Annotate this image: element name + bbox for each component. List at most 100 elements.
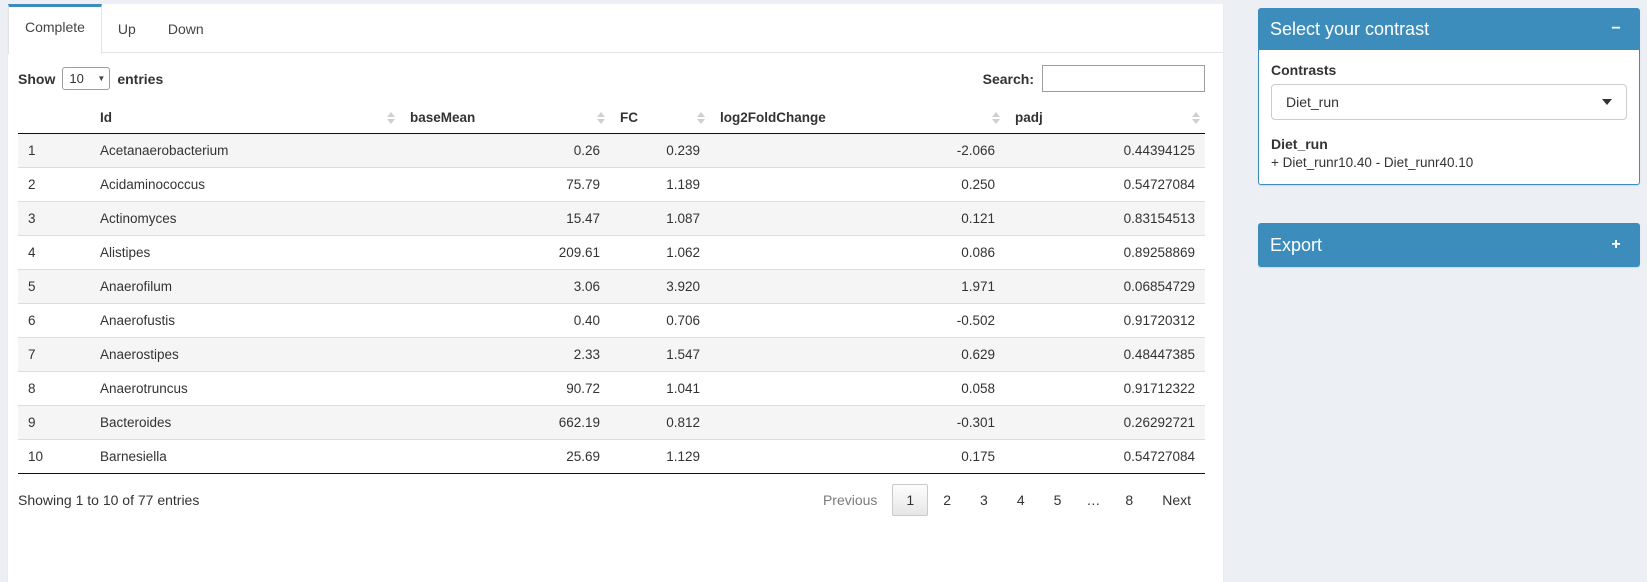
cell-rownum: 6 [28, 313, 36, 328]
cell-fc: 0.812 [666, 415, 700, 430]
cell-basemean: 0.26 [573, 143, 600, 158]
table-header-row: Id baseMean FC log2FoldChange padj [18, 102, 1205, 134]
cell-id: Alistipes [100, 245, 151, 260]
export-box-header: Export + [1258, 223, 1640, 267]
cell-log2foldchange: 0.250 [961, 177, 995, 192]
header-log2foldchange[interactable]: log2FoldChange [710, 102, 1005, 134]
export-box: Export + [1258, 223, 1640, 267]
pagination-next[interactable]: Next [1162, 492, 1191, 508]
show-label: Show [18, 70, 56, 87]
cell-basemean: 209.61 [558, 245, 600, 260]
tab-down[interactable]: Down [167, 21, 204, 37]
results-panel: Complete Up Down Show 10 ▼ entries Searc… [8, 4, 1223, 582]
search-input[interactable] [1042, 65, 1205, 92]
pagination-page-1[interactable]: 1 [892, 484, 929, 516]
header-id-label: Id [100, 110, 112, 125]
tab-complete[interactable]: Complete [8, 4, 102, 54]
cell-rownum: 7 [28, 347, 36, 362]
table-footer: Showing 1 to 10 of 77 entries Previous 1… [18, 484, 1205, 516]
search-control: Search: [983, 65, 1205, 92]
page-length-select[interactable]: 10 ▼ [62, 67, 111, 90]
header-padj[interactable]: padj [1005, 102, 1205, 134]
cell-log2foldchange: 0.058 [961, 381, 995, 396]
cell-log2foldchange: -0.301 [956, 415, 995, 430]
header-rownum [18, 102, 90, 134]
page-length-value: 10 [69, 71, 84, 86]
pagination-ellipsis: … [1086, 492, 1101, 508]
cell-padj: 0.54727084 [1123, 449, 1195, 464]
cell-rownum: 2 [28, 177, 36, 192]
cell-rownum: 5 [28, 279, 36, 294]
entries-label: entries [117, 70, 164, 87]
cell-rownum: 9 [28, 415, 36, 430]
header-fc[interactable]: FC [610, 102, 710, 134]
contrast-formula: + Diet_runr10.40 - Diet_runr40.10 [1271, 155, 1474, 170]
table-row: 7 Anaerostipes 2.33 1.547 0.629 0.484473… [18, 337, 1205, 372]
table-row: 9 Bacteroides 662.19 0.812 -0.301 0.2629… [18, 405, 1205, 440]
collapse-minus-icon[interactable]: − [1611, 20, 1621, 37]
cell-padj: 0.54727084 [1123, 177, 1195, 192]
cell-padj: 0.91720312 [1123, 313, 1195, 328]
cell-padj: 0.44394125 [1123, 143, 1195, 158]
pagination-page-2[interactable]: 2 [943, 492, 952, 508]
pagination-page-3[interactable]: 3 [980, 492, 988, 508]
table-row: 2 Acidaminococcus 75.79 1.189 0.250 0.54… [18, 167, 1205, 202]
results-table: Id baseMean FC log2FoldChange padj [18, 102, 1205, 474]
cell-rownum: 10 [28, 449, 44, 464]
cell-padj: 0.06854729 [1123, 279, 1195, 294]
collapse-plus-icon[interactable]: + [1611, 236, 1621, 253]
tab-bar: Complete Up Down [8, 4, 1223, 54]
contrast-select[interactable]: Diet_run [1271, 84, 1627, 120]
cell-basemean: 2.33 [573, 347, 600, 362]
contrast-box: Select your contrast − Contrasts Diet_ru… [1258, 8, 1640, 185]
search-label: Search: [982, 70, 1034, 87]
cell-fc: 1.087 [666, 211, 700, 226]
sort-icon [387, 111, 395, 124]
pagination: Previous 1 2 3 4 5 … 8 Next [808, 484, 1205, 516]
table-row: 6 Anaerofustis 0.40 0.706 -0.502 0.91720… [18, 303, 1205, 338]
contrast-box-header: Select your contrast − [1258, 8, 1640, 50]
cell-id: Anaerofustis [100, 313, 176, 328]
cell-id: Bacteroides [100, 415, 172, 430]
cell-padj: 0.89258869 [1123, 245, 1195, 260]
table-row: 5 Anaerofilum 3.06 3.920 1.971 0.0685472… [18, 269, 1205, 304]
header-log2foldchange-label: log2FoldChange [720, 110, 826, 125]
cell-log2foldchange: -2.066 [956, 143, 995, 158]
header-padj-label: padj [1015, 110, 1043, 125]
cell-rownum: 4 [28, 245, 36, 260]
cell-basemean: 25.69 [566, 449, 600, 464]
tab-up[interactable]: Up [117, 21, 136, 37]
cell-basemean: 3.06 [573, 279, 600, 294]
header-id[interactable]: Id [90, 102, 400, 134]
header-fc-label: FC [620, 110, 638, 125]
export-box-title: Export [1270, 234, 1323, 255]
cell-basemean: 0.40 [573, 313, 600, 328]
cell-fc: 0.706 [666, 313, 700, 328]
cell-id: Anaerofilum [100, 279, 173, 294]
contrast-select-value: Diet_run [1286, 94, 1339, 110]
contrast-box-body: Contrasts Diet_run Diet_run + Diet_runr1… [1258, 50, 1640, 185]
table-row: 1 Acetanaerobacterium 0.26 0.239 -2.066 … [18, 133, 1205, 168]
cell-fc: 1.062 [666, 245, 700, 260]
table-info: Showing 1 to 10 of 77 entries [18, 492, 200, 508]
cell-rownum: 8 [28, 381, 36, 396]
sort-icon [697, 111, 705, 124]
cell-padj: 0.26292721 [1123, 415, 1195, 430]
pagination-page-8[interactable]: 8 [1125, 492, 1134, 508]
cell-log2foldchange: 0.175 [961, 449, 995, 464]
pagination-previous[interactable]: Previous [822, 492, 878, 508]
cell-basemean: 662.19 [558, 415, 600, 430]
cell-fc: 3.920 [666, 279, 700, 294]
cell-id: Barnesiella [100, 449, 167, 464]
cell-log2foldchange: 1.971 [961, 279, 995, 294]
table-row: 8 Anaerotruncus 90.72 1.041 0.058 0.9171… [18, 371, 1205, 406]
pagination-page-4[interactable]: 4 [1016, 492, 1025, 508]
header-basemean[interactable]: baseMean [400, 102, 610, 134]
cell-basemean: 90.72 [566, 381, 600, 396]
cell-padj: 0.83154513 [1123, 211, 1195, 226]
cell-log2foldchange: 0.121 [961, 211, 995, 226]
cell-fc: 1.129 [666, 449, 700, 464]
pagination-page-5[interactable]: 5 [1053, 492, 1062, 508]
page-length-control: Show 10 ▼ entries [18, 67, 163, 90]
caret-down-icon: ▼ [97, 74, 106, 83]
